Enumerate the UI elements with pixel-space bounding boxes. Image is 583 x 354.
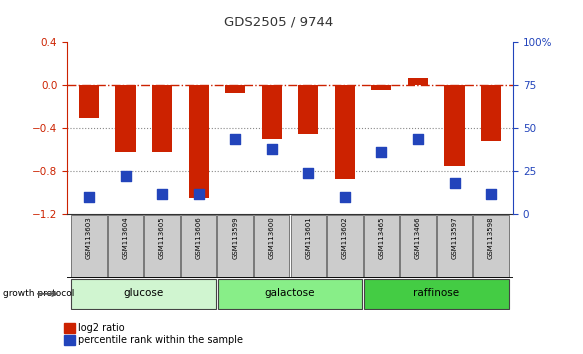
FancyBboxPatch shape [364, 215, 399, 277]
FancyBboxPatch shape [473, 215, 509, 277]
Bar [262, 85, 282, 139]
Text: growth protocol: growth protocol [3, 289, 74, 298]
Point [157, 191, 167, 196]
Text: percentile rank within the sample: percentile rank within the sample [78, 335, 243, 345]
Text: GSM113601: GSM113601 [305, 217, 311, 259]
Text: GSM113604: GSM113604 [122, 217, 128, 259]
Point [267, 146, 276, 152]
FancyBboxPatch shape [145, 215, 180, 277]
Bar [79, 85, 99, 118]
Text: GSM113597: GSM113597 [452, 217, 458, 259]
Text: GSM113605: GSM113605 [159, 217, 165, 259]
Bar [152, 85, 172, 152]
Text: GSM113465: GSM113465 [378, 217, 384, 259]
Text: GSM113606: GSM113606 [196, 217, 202, 259]
FancyBboxPatch shape [290, 215, 326, 277]
Text: GSM113599: GSM113599 [232, 217, 238, 259]
Point [450, 181, 459, 186]
FancyBboxPatch shape [71, 215, 107, 277]
Point [230, 136, 240, 142]
Bar [408, 78, 428, 85]
Bar [188, 85, 209, 198]
Text: GDS2505 / 9744: GDS2505 / 9744 [224, 15, 333, 28]
Bar [298, 85, 318, 134]
FancyBboxPatch shape [327, 215, 363, 277]
Bar [225, 85, 245, 93]
FancyBboxPatch shape [401, 215, 436, 277]
FancyBboxPatch shape [217, 279, 363, 309]
FancyBboxPatch shape [108, 215, 143, 277]
Point [486, 191, 496, 196]
Text: raffinose: raffinose [413, 288, 459, 298]
Text: GSM113466: GSM113466 [415, 217, 421, 259]
Text: GSM113602: GSM113602 [342, 217, 348, 259]
Point [194, 191, 203, 196]
Text: log2 ratio: log2 ratio [78, 323, 124, 333]
Point [377, 149, 386, 155]
FancyBboxPatch shape [254, 215, 290, 277]
FancyBboxPatch shape [72, 279, 216, 309]
Bar [444, 85, 465, 166]
FancyBboxPatch shape [437, 215, 472, 277]
Bar [481, 85, 501, 141]
Point [121, 173, 130, 179]
Point [413, 136, 423, 142]
Text: glucose: glucose [124, 288, 164, 298]
FancyBboxPatch shape [181, 215, 216, 277]
Point [85, 194, 94, 200]
Bar [335, 85, 355, 179]
Bar [371, 85, 392, 90]
Point [340, 194, 350, 200]
Point [304, 170, 313, 176]
Text: GSM113600: GSM113600 [269, 217, 275, 259]
FancyBboxPatch shape [217, 215, 253, 277]
Text: GSM113603: GSM113603 [86, 217, 92, 259]
FancyBboxPatch shape [364, 279, 508, 309]
Text: galactose: galactose [265, 288, 315, 298]
Bar [115, 85, 136, 152]
Text: GSM113598: GSM113598 [488, 217, 494, 259]
